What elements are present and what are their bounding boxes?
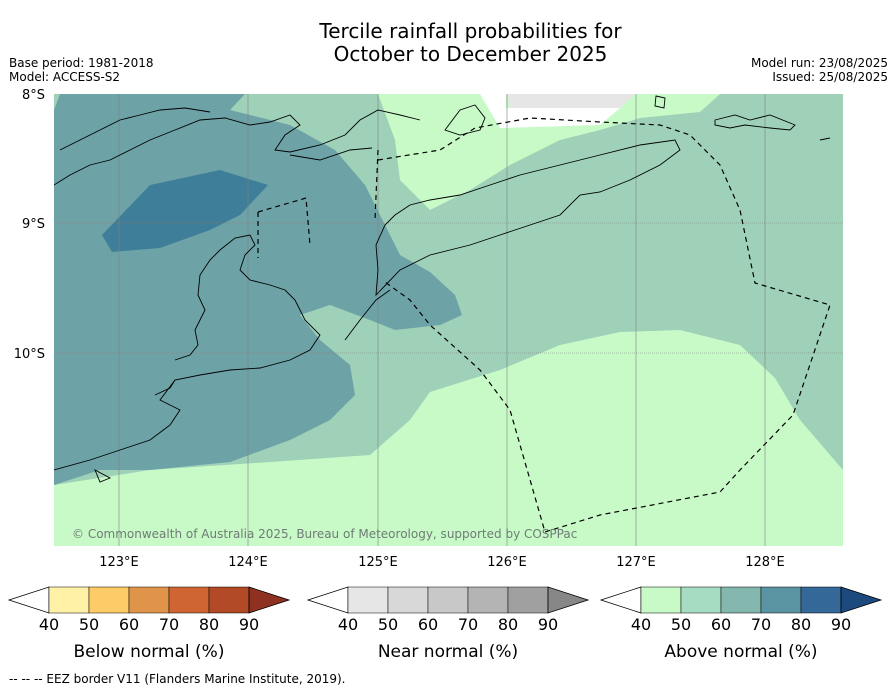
colorbar-segment (88, 586, 130, 614)
lon-label-125e: 125°E (358, 555, 398, 570)
lon-label-124e: 124°E (228, 555, 268, 570)
lat-label-9s: 9°S (22, 217, 45, 232)
colorbar-title: Below normal (%) (74, 642, 225, 662)
colorbar-above: 40 50 60 70 80 90 Above normal (%) (599, 586, 883, 662)
colorbar-segment (128, 586, 170, 614)
colorbar-right-extension (248, 586, 291, 614)
above-40-region-south (54, 330, 843, 546)
colorbar-segment (720, 586, 762, 614)
near-normal-region (480, 94, 635, 108)
lon-label-127e: 127°E (616, 555, 656, 570)
above-40-region-north (378, 94, 720, 210)
colorbar-right-extension (840, 586, 883, 614)
white-patch (480, 94, 620, 128)
colorbar-segment (208, 586, 250, 614)
colorbar-tick-label: 70 (751, 615, 771, 634)
colorbar-segment (427, 586, 469, 614)
issued-text: Issued: 25/08/2025 (772, 70, 888, 84)
colorbar-tick-label: 40 (338, 615, 358, 634)
colorbar-tick-label: 50 (378, 615, 398, 634)
colorbar-tick-label: 40 (39, 615, 59, 634)
colorbar-right-extension (547, 586, 590, 614)
grid-lines (54, 94, 843, 546)
model-run-text: Model run: 23/08/2025 (750, 56, 888, 70)
map-title-line1: Tercile rainfall probabilities for (319, 19, 622, 43)
colorbar-below: 40 50 60 70 80 90 Below normal (%) (7, 586, 291, 662)
colorbar-segment (507, 586, 549, 614)
coastlines (54, 95, 831, 483)
colorbar-left-extension (599, 586, 642, 614)
colorbar-near: 40 50 60 70 80 90 Near normal (%) (306, 586, 590, 662)
colorbar-legend: 40 50 60 70 80 90 Below normal (%) 40 50 60 70 80 90… (7, 586, 883, 662)
colorbar-left-extension (7, 586, 50, 614)
colorbar-tick-label: 40 (631, 615, 651, 634)
colorbar-segment (168, 586, 210, 614)
colorbar-title: Above normal (%) (664, 642, 817, 662)
eez-border (257, 117, 831, 533)
colorbar-tick-label: 70 (458, 615, 478, 634)
copyright-text: © Commonwealth of Australia 2025, Bureau… (72, 527, 577, 541)
model-text: Model: ACCESS-S2 (9, 70, 121, 84)
colorbar-tick-label: 90 (831, 615, 851, 634)
colorbar-tick-label: 60 (418, 615, 438, 634)
colorbar-tick-label: 80 (199, 615, 219, 634)
colorbar-tick-label: 60 (119, 615, 139, 634)
colorbar-tick-label: 50 (671, 615, 691, 634)
colorbar-tick-label: 80 (791, 615, 811, 634)
colorbar-segment (760, 586, 802, 614)
colorbar-tick-label: 50 (79, 615, 99, 634)
colorbar-segment (467, 586, 509, 614)
colorbar-segment (48, 586, 90, 614)
lon-label-123e: 123°E (99, 555, 139, 570)
lat-label-8s: 8°S (22, 88, 45, 103)
lat-label-10s: 10°S (14, 347, 45, 362)
colorbar-tick-label: 90 (239, 615, 259, 634)
colorbar-segment (640, 586, 682, 614)
above-70-region (102, 170, 268, 252)
colorbar-segment (387, 586, 429, 614)
colorbar-tick-label: 90 (538, 615, 558, 634)
colorbar-tick-label: 70 (159, 615, 179, 634)
base-period-text: Base period: 1981-2018 (9, 56, 154, 70)
colorbar-segment (680, 586, 722, 614)
colorbar-segment (800, 586, 842, 614)
lon-label-126e: 126°E (487, 555, 527, 570)
colorbar-segment (347, 586, 389, 614)
colorbar-tick-label: 60 (711, 615, 731, 634)
map-title: Tercile rainfall probabilities for Octob… (0, 20, 896, 66)
colorbar-tick-label: 80 (498, 615, 518, 634)
colorbar-title: Near normal (%) (378, 642, 518, 662)
lon-label-128e: 128°E (745, 555, 785, 570)
map-title-line2: October to December 2025 (333, 42, 608, 66)
eez-footer-note: -- -- -- EEZ border V11 (Flanders Marine… (9, 672, 346, 686)
colorbar-left-extension (306, 586, 349, 614)
